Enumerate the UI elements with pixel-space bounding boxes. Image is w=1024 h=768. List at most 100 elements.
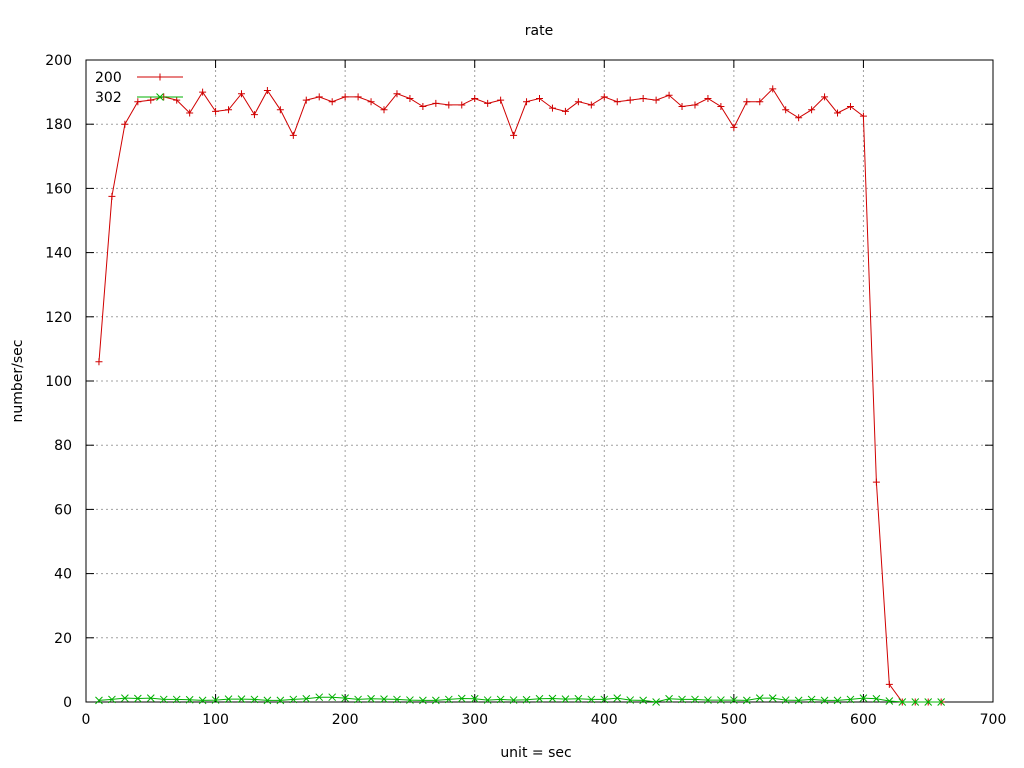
data-point-302 (289, 695, 298, 704)
data-point-200 (846, 103, 854, 111)
x-tick-label: 700 (980, 712, 1007, 728)
data-point-200 (678, 103, 686, 111)
x-tick-label: 400 (591, 712, 618, 728)
data-point-302 (393, 695, 401, 704)
data-point-302 (328, 693, 337, 702)
data-point-200 (419, 103, 427, 111)
data-point-302 (652, 698, 660, 706)
y-tick-label: 60 (54, 502, 72, 518)
series-line-302 (98, 696, 942, 703)
data-point-302 (302, 694, 311, 703)
data-point-200 (147, 96, 155, 104)
data-point-200 (613, 98, 621, 106)
data-point-200 (302, 96, 310, 104)
y-tick-label: 100 (45, 374, 72, 390)
data-point-302 (483, 696, 492, 704)
data-point-302 (730, 696, 738, 704)
data-point-302 (704, 696, 712, 704)
data-point-302 (444, 695, 453, 704)
data-point-200 (730, 123, 738, 131)
data-point-302 (276, 696, 285, 705)
data-point-302 (937, 698, 946, 706)
series-line-200 (98, 88, 942, 703)
data-point-200 (717, 103, 725, 111)
data-point-200 (769, 85, 777, 93)
data-point-302 (211, 696, 220, 704)
data-point-200 (250, 111, 258, 119)
data-point-302 (470, 694, 479, 703)
data-point-200 (639, 95, 647, 103)
data-point-302 (755, 694, 764, 703)
y-tick-label: 0 (63, 695, 72, 711)
data-point-302 (522, 695, 531, 704)
data-point-200 (600, 93, 608, 101)
data-point-200 (795, 114, 803, 122)
x-tick-label: 600 (850, 712, 877, 728)
data-point-302 (341, 694, 349, 703)
data-point-200 (704, 95, 712, 103)
data-point-200 (445, 101, 453, 109)
data-point-302 (419, 696, 427, 705)
data-point-200 (393, 90, 401, 98)
data-point-302 (121, 694, 129, 703)
data-point-200 (276, 106, 284, 114)
data-point-200 (432, 99, 440, 107)
data-point-302 (846, 695, 855, 704)
data-point-302 (626, 696, 635, 704)
data-point-302 (535, 694, 544, 703)
y-tick-label: 200 (45, 53, 72, 69)
data-point-200 (367, 98, 375, 106)
data-point-302 (367, 694, 375, 703)
data-point-200 (458, 101, 466, 109)
data-point-302 (794, 696, 803, 705)
data-point-302 (509, 696, 518, 704)
data-point-302 (172, 695, 181, 704)
data-point-302 (613, 694, 622, 703)
series-200 (95, 85, 945, 706)
data-point-302 (548, 694, 557, 703)
x-tick-label: 500 (720, 712, 747, 728)
data-point-302 (185, 695, 194, 704)
data-point-200 (95, 358, 103, 366)
data-point-302 (665, 694, 673, 703)
data-point-302 (678, 695, 686, 704)
x-tick-label: 0 (82, 712, 91, 728)
data-point-200 (808, 106, 816, 114)
data-point-200 (328, 98, 336, 106)
data-point-200 (406, 95, 414, 103)
chart-title: rate (525, 23, 553, 39)
data-point-200 (872, 478, 880, 486)
data-point-200 (821, 93, 829, 101)
data-point-302 (561, 695, 570, 703)
data-point-302 (146, 694, 155, 703)
x-tick-label: 100 (202, 712, 229, 728)
data-point-200 (212, 107, 220, 115)
data-point-302 (924, 698, 933, 706)
data-point-302 (885, 697, 894, 705)
legend-label-302: 302 (95, 90, 122, 106)
data-point-200 (484, 99, 492, 107)
data-point-302 (820, 696, 829, 705)
legend-marker-200 (156, 73, 164, 81)
data-point-302 (354, 695, 362, 704)
series-302 (95, 693, 946, 706)
data-point-302 (587, 695, 596, 704)
data-point-200 (587, 101, 595, 109)
data-point-200 (471, 95, 479, 103)
series-layer (95, 85, 946, 706)
y-tick-label: 160 (45, 181, 72, 197)
data-point-200 (561, 107, 569, 115)
data-point-302 (380, 695, 388, 703)
data-point-200 (263, 86, 271, 94)
data-point-302 (431, 696, 440, 705)
data-point-200 (782, 106, 790, 114)
y-axis-label: number/sec (10, 340, 26, 423)
data-point-200 (536, 95, 543, 103)
data-point-302 (315, 693, 324, 702)
y-tick-label: 140 (45, 246, 72, 262)
data-point-302 (133, 694, 142, 703)
data-point-302 (807, 695, 816, 704)
data-point-302 (263, 696, 272, 705)
data-point-302 (159, 695, 168, 704)
